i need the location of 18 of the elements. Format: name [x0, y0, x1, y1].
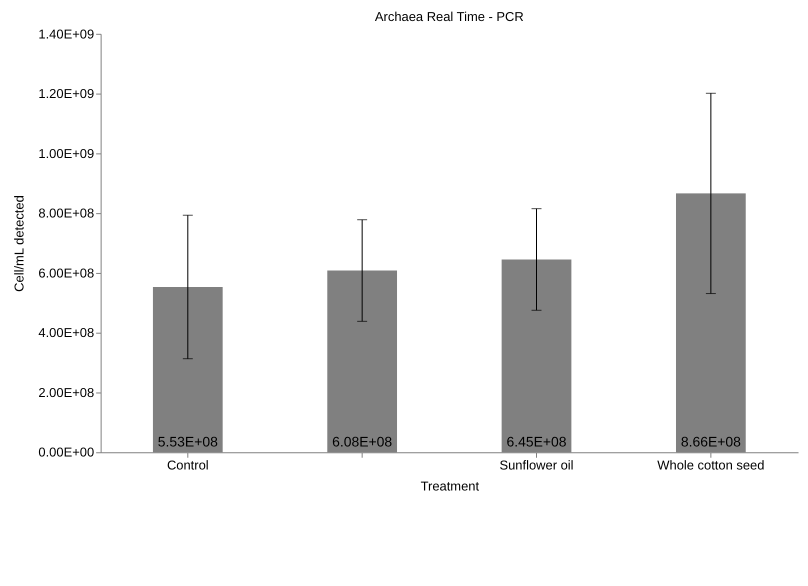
x-axis-title: Treatment — [420, 478, 480, 494]
data-label: 8.66E+08 — [680, 433, 742, 450]
y-tick-label: 0.00E+00 — [38, 444, 94, 460]
y-axis-title: Cell/mL detected — [11, 195, 26, 292]
chart-title: Archaea Real Time - PCR — [374, 8, 524, 24]
y-tick-label: 1.20E+09 — [38, 86, 94, 102]
y-tick-label: 6.00E+08 — [38, 265, 94, 280]
data-label: 5.53E+08 — [158, 433, 218, 450]
data-label: 6.08E+08 — [332, 433, 392, 450]
x-tick-label: Sunflower oil — [499, 458, 574, 473]
x-tick-label: Control — [166, 458, 209, 473]
y-tick-label: 2.00E+08 — [38, 384, 94, 400]
data-label: 6.45E+08 — [506, 433, 567, 450]
y-tick-label: 4.00E+08 — [38, 325, 94, 340]
y-tick-label: 1.40E+09 — [38, 26, 94, 42]
x-tick-label: Whole cotton seed — [657, 458, 764, 473]
y-tick-label: 8.00E+08 — [38, 206, 94, 221]
y-tick-label: 1.00E+09 — [38, 146, 94, 161]
